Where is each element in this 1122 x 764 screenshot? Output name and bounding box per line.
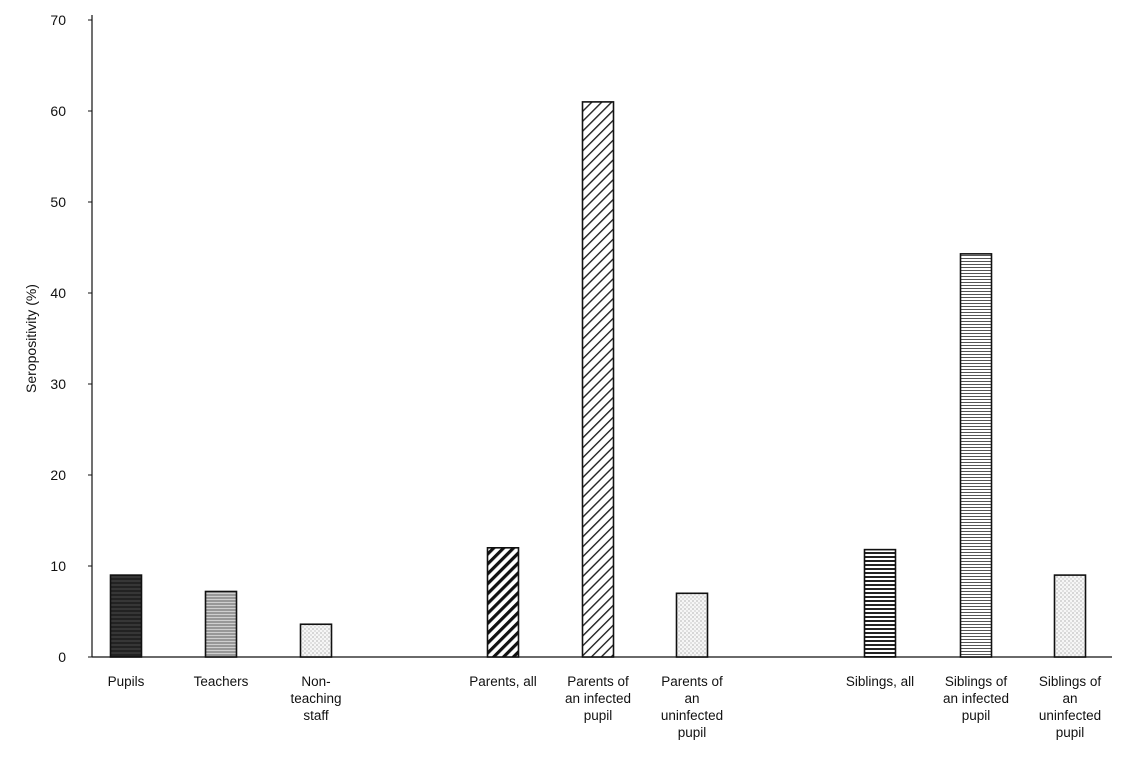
x-category-label-line: Siblings of	[1039, 674, 1102, 689]
y-tick-label: 40	[50, 285, 66, 301]
x-category-label-line: Parents of	[567, 674, 629, 689]
bar-parents-all	[486, 546, 520, 658]
bar-parents-of-an-uninfected-pupil	[675, 592, 709, 658]
x-category-label: Siblings of an uninfected pupil	[1039, 674, 1102, 740]
x-category-label-line: an infected	[565, 691, 631, 706]
y-tick-label: 0	[58, 649, 66, 665]
x-category-label-line: staff	[303, 708, 329, 723]
x-category-label-line: Siblings, all	[846, 674, 914, 689]
bar-pupils	[109, 574, 143, 658]
x-category-label: Parents of an uninfected pupil	[661, 674, 723, 740]
y-tick-label: 50	[50, 194, 66, 210]
x-category-label: Siblings of an infected pupil	[943, 674, 1009, 723]
x-category-label: Parents of an infected pupil	[565, 674, 631, 723]
x-category-label-line: an infected	[943, 691, 1009, 706]
bar-parents-of-an-infected-pupil	[581, 101, 615, 658]
x-category-label-line: Pupils	[108, 674, 145, 689]
x-category-label-line: pupil	[962, 708, 991, 723]
bar-siblings-of-an-uninfected-pupil	[1053, 574, 1087, 658]
axes: 0 10 20 30 40 50 60 70 Seropositivity (%)	[23, 12, 1112, 665]
y-tick-label: 60	[50, 103, 66, 119]
x-category-label-line: Non-	[301, 674, 330, 689]
x-category-label: Siblings, all	[846, 674, 914, 689]
x-category-label-line: pupil	[678, 725, 707, 740]
x-category-label: Parents, all	[469, 674, 537, 689]
x-category-label: Teachers	[194, 674, 249, 689]
y-tick-label: 30	[50, 376, 66, 392]
x-category-label-line: Parents, all	[469, 674, 537, 689]
bar-teachers	[204, 590, 238, 658]
x-category-label-line: Parents of	[661, 674, 723, 689]
x-category-label-line: pupil	[584, 708, 613, 723]
y-axis-label: Seropositivity (%)	[23, 284, 39, 393]
x-category-label-line: uninfected	[661, 708, 723, 723]
bar-siblings-all	[863, 548, 897, 658]
x-category-label-line: Teachers	[194, 674, 249, 689]
labels: Pupils Teachers Non-teaching staff Parents, …	[108, 674, 1102, 740]
x-category-label-line: an	[1062, 691, 1077, 706]
x-category-label-line: uninfected	[1039, 708, 1101, 723]
bar-non-teaching-staff	[299, 623, 333, 658]
y-tick-label: 10	[50, 558, 66, 574]
bars	[109, 101, 1087, 658]
x-category-label-line: pupil	[1056, 725, 1085, 740]
y-tick-label: 70	[50, 12, 66, 28]
bar-siblings-of-an-infected-pupil	[959, 253, 993, 658]
x-category-label: Non-teaching staff	[290, 674, 341, 723]
y-tick-label: 20	[50, 467, 66, 483]
x-category-label: Pupils	[108, 674, 145, 689]
x-category-label-line: an	[684, 691, 699, 706]
x-category-label-line: Siblings of	[945, 674, 1008, 689]
x-category-label-line: teaching	[290, 691, 341, 706]
